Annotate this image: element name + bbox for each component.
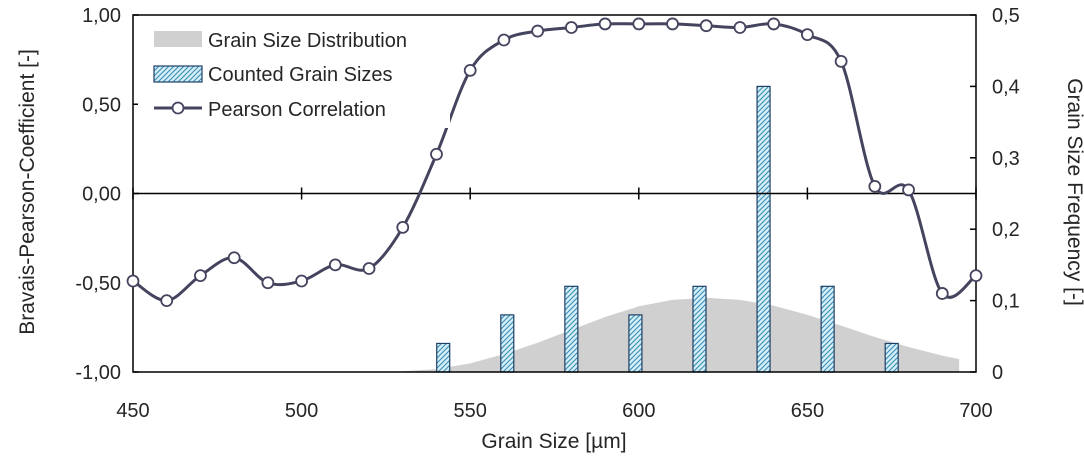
pearson-correlation-point bbox=[396, 221, 410, 234]
pearson-correlation-point bbox=[868, 179, 882, 193]
pearson-correlation-point bbox=[801, 28, 814, 42]
y-right-axis-title: Grain Size Frequency [-] bbox=[1063, 78, 1084, 306]
pearson-correlation-point bbox=[362, 262, 376, 275]
counted-grain-size-bar bbox=[628, 314, 643, 373]
pearson-correlation-point bbox=[295, 274, 309, 288]
counted-grain-size-bar bbox=[436, 342, 451, 373]
x-tick-label: 700 bbox=[959, 400, 992, 422]
pearson-correlation-point bbox=[632, 17, 646, 31]
counted-grain-size-bar bbox=[500, 314, 515, 373]
legend-swatch-marker bbox=[171, 101, 185, 115]
x-tick-label: 650 bbox=[791, 400, 824, 422]
pearson-correlation-point bbox=[160, 294, 174, 308]
y-right-tick-label: 0,4 bbox=[992, 76, 1020, 98]
x-tick-label: 450 bbox=[116, 400, 149, 422]
y-right-tick-label: 0,2 bbox=[992, 219, 1020, 241]
pearson-correlation-point bbox=[531, 24, 545, 38]
x-tick-label: 550 bbox=[454, 400, 487, 422]
y-right-tick-label: 0,5 bbox=[992, 5, 1020, 27]
y-right-tick-label: 0 bbox=[992, 362, 1003, 384]
pearson-correlation-point bbox=[834, 55, 848, 68]
pearson-correlation-point bbox=[666, 17, 679, 31]
counted-grain-size-bar bbox=[820, 285, 835, 373]
x-tick-label: 500 bbox=[285, 400, 318, 422]
counted-grain-size-bar bbox=[564, 285, 579, 373]
y-right-tick-label: 0,1 bbox=[992, 291, 1020, 313]
pearson-correlation-point bbox=[699, 19, 713, 33]
counted-grain-size-bar bbox=[692, 285, 707, 373]
y-right-tick-label: 0,3 bbox=[992, 148, 1020, 170]
pearson-correlation-point bbox=[497, 33, 511, 47]
y-left-tick-label: -1,00 bbox=[75, 362, 121, 384]
x-tick-label: 600 bbox=[622, 400, 655, 422]
counted-grain-size-bar bbox=[756, 85, 771, 373]
pearson-correlation-point bbox=[463, 63, 477, 77]
pearson-correlation-point bbox=[969, 269, 983, 283]
grain-size-distribution-area bbox=[402, 297, 960, 372]
pearson-correlation-point bbox=[935, 287, 949, 300]
x-axis-title: Grain Size [µm] bbox=[481, 430, 626, 453]
pearson-correlation-point bbox=[227, 251, 241, 265]
y-left-tick-label: -0,50 bbox=[75, 273, 121, 295]
y-left-axis-title: Bravais-Pearson-Coefficient [-] bbox=[16, 49, 39, 335]
legend-entry-label: Pearson Correlation bbox=[208, 99, 386, 121]
legend-entry-label: Counted Grain Sizes bbox=[208, 64, 393, 86]
bars-layer bbox=[436, 85, 899, 373]
legend: Grain Size Distribution Counted Grain Siz… bbox=[138, 20, 450, 128]
legend-swatch-bars bbox=[153, 65, 203, 83]
y-left-tick-label: 0,50 bbox=[82, 94, 121, 116]
pearson-correlation-point bbox=[430, 147, 443, 161]
pearson-correlation-point bbox=[564, 21, 578, 34]
pearson-points-layer bbox=[126, 17, 983, 308]
pearson-correlation-point bbox=[902, 183, 915, 197]
y-left-tick-label: 0,00 bbox=[82, 184, 121, 206]
pearson-correlation-point bbox=[194, 269, 207, 283]
y-left-tick-label: 1,00 bbox=[82, 5, 121, 27]
pearson-correlation-point bbox=[328, 258, 342, 272]
legend-swatch-distribution bbox=[154, 31, 202, 47]
pearson-correlation-point bbox=[767, 17, 781, 31]
pearson-correlation-point bbox=[261, 276, 275, 290]
pearson-correlation-point bbox=[126, 274, 140, 288]
pearson-correlation-point bbox=[598, 17, 612, 31]
legend-entry-label: Grain Size Distribution bbox=[208, 30, 407, 52]
axes-layer: 450 500 550 600 650 700-1,00-0,500,000,501,00… bbox=[75, 5, 1019, 422]
counted-grain-size-bar bbox=[884, 342, 899, 373]
pearson-correlation-point bbox=[733, 21, 747, 34]
distribution-area-layer bbox=[402, 297, 960, 372]
